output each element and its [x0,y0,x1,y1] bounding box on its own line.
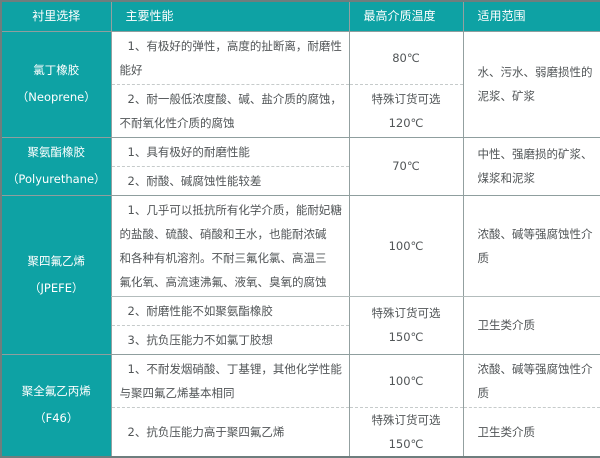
application-cell: 浓酸、碱等强腐蚀性介 质 [462,195,600,297]
performance-cell: 2、抗负压能力高于聚四氟乙烯 [110,407,349,457]
performance-cell: 2、耐磨性能不如聚氨酯橡胶 [110,296,349,326]
performance-cell: 1、不耐发烟硝酸、丁基锂，其他化学性能 与聚四氟乙烯基本相同 [110,354,349,408]
temperature-cell: 100℃ [348,195,463,297]
table-row: 聚氨酯橡胶 （Polyurethane） 1、具有极好的耐磨性能 70℃ 中性、… [0,137,600,196]
table-row: 3、抗负压能力不如氯丁胶想 [1,325,600,355]
column-header-max-medium-temperature: 最高介质温度 [348,1,463,32]
material-cell-ptfe: 聚四氟乙烯 （JPEFE） [0,195,111,355]
application-cell: 中性、强磨损的矿浆、 煤浆和泥浆 [462,137,600,196]
application-cell: 卫生类介质 [462,296,600,355]
material-cell-f46: 聚全氟乙丙烯 （F46） [0,354,111,457]
header-row: 衬里选择 主要性能 最高介质温度 适用范围 [0,1,600,32]
table-row: 2、耐酸、碱腐蚀性能较差 [1,166,600,196]
temperature-cell: 80℃ [348,31,463,85]
temperature-cell: 100℃ [348,354,463,408]
column-header-lining-selection: 衬里选择 [0,1,111,32]
material-cell-neoprene: 氯丁橡胶 （Neoprene） [0,31,111,138]
table-row: 2、耐磨性能不如聚氨酯橡胶 特殊订货可选 150℃ 卫生类介质 [1,296,600,355]
performance-cell: 2、耐一般低浓度酸、碱、盐介质的腐蚀， 不耐氧化性介质的腐蚀 [110,84,349,138]
temperature-cell: 特殊订货可选 150℃ [348,407,463,457]
table-row: 2、耐一般低浓度酸、碱、盐介质的腐蚀， 不耐氧化性介质的腐蚀 特殊订货可选 12… [1,84,600,138]
temperature-cell: 特殊订货可选 150℃ [348,296,463,355]
temperature-cell: 特殊订货可选 120℃ [348,84,463,138]
table-row: 聚四氟乙烯 （JPEFE） 1、几乎可以抵抗所有化学介质，能耐妃糖 的盐酸、硫酸… [0,195,600,355]
performance-cell: 1、几乎可以抵抗所有化学介质，能耐妃糖 的盐酸、硫酸、硝酸和王水，也能耐浓碱 和… [110,195,349,297]
application-cell: 浓酸、碱等强腐蚀性介 质 [462,354,600,408]
performance-cell: 1、具有极好的耐磨性能 [110,137,349,167]
column-header-main-performance: 主要性能 [110,1,349,32]
application-cell: 水、污水、弱磨损性的 泥浆、矿浆 [462,31,600,138]
table-row: 聚全氟乙丙烯 （F46） 1、不耐发烟硝酸、丁基锂，其他化学性能 与聚四氟乙烯基… [0,354,600,457]
table-row: 氯丁橡胶 （Neoprene） 1、有极好的弹性，高度的扯断离，耐磨性 能好 8… [0,31,600,138]
material-cell-polyurethane: 聚氨酯橡胶 （Polyurethane） [0,137,111,196]
temperature-cell: 70℃ [348,137,463,196]
performance-cell: 3、抗负压能力不如氯丁胶想 [110,325,349,355]
column-header-applicable-range: 适用范围 [462,1,600,32]
application-cell: 卫生类介质 [462,407,600,457]
performance-cell: 1、有极好的弹性，高度的扯断离，耐磨性 能好 [110,31,349,85]
performance-cell: 2、耐酸、碱腐蚀性能较差 [110,166,349,196]
